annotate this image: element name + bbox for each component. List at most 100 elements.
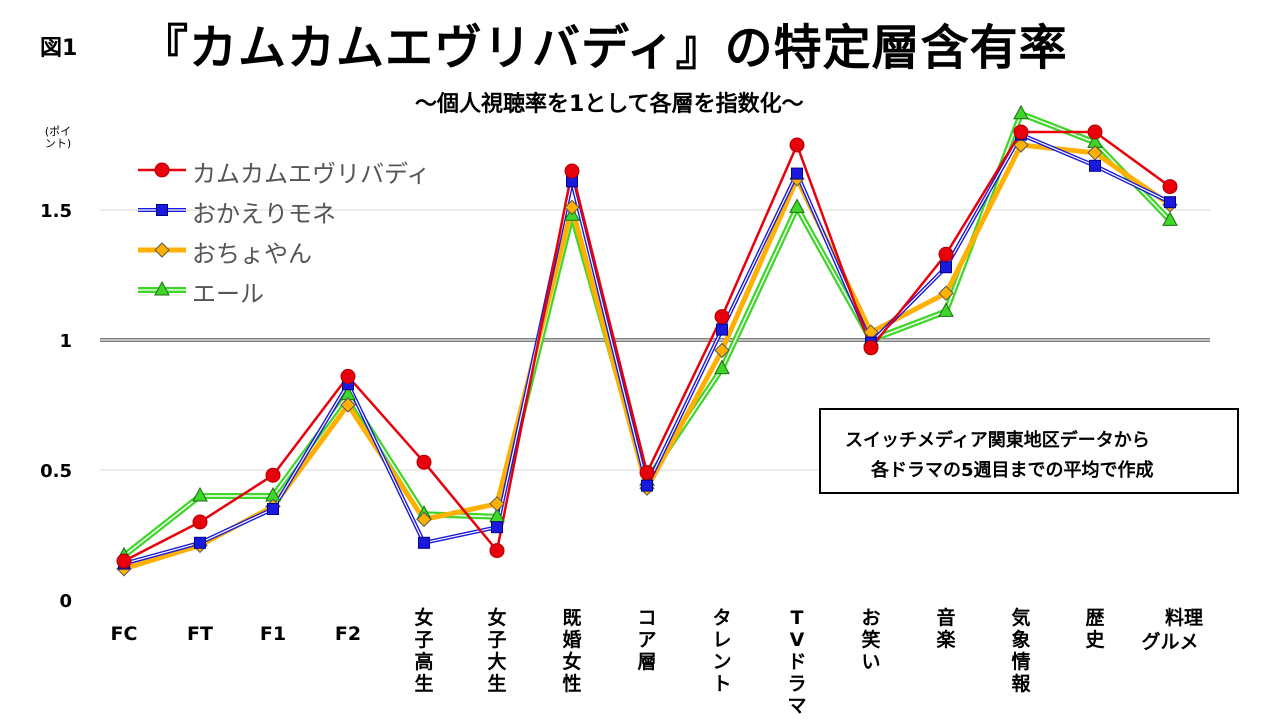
- series-0-point: [192, 514, 208, 530]
- series-0-point: [938, 246, 954, 262]
- legend-swatch: [138, 242, 186, 258]
- legend-swatch-marker: [154, 280, 170, 296]
- x-tick-label-char: 婚: [562, 628, 581, 651]
- series-0-point: [340, 368, 356, 384]
- x-tick-label-char: 女: [562, 650, 581, 673]
- x-tick-label-char: 性: [562, 672, 581, 695]
- series-0-point: [564, 163, 580, 179]
- series-0-point: [489, 543, 505, 559]
- x-tick-label-char: 女: [487, 606, 506, 629]
- x-tick-label-char: T: [791, 607, 804, 629]
- series-3-point: [714, 359, 730, 375]
- x-tick-label-char: 歴: [1085, 607, 1104, 629]
- figure-label: 図1: [40, 36, 78, 61]
- series-2-point: [1013, 137, 1029, 153]
- series-2-point: [938, 285, 954, 301]
- x-tick-label-char: マ: [787, 695, 806, 717]
- y-axis-unit-line1: (ポイ: [44, 125, 72, 138]
- source-note-line1: スイッチメディア関東地区データから: [845, 430, 1150, 451]
- y-tick-label: 1: [59, 331, 72, 352]
- x-tick-label-char: お: [861, 607, 880, 629]
- series-0-point: [1013, 124, 1029, 140]
- series-2-point: [416, 511, 432, 528]
- x-tick-label: F1: [260, 623, 286, 645]
- x-tick-label-char: ア: [637, 629, 656, 651]
- legend-swatch-marker: [154, 242, 170, 258]
- series-1-point: [491, 521, 503, 534]
- series-0-point: [863, 340, 879, 356]
- x-tick-label-char: 生: [487, 672, 506, 695]
- x-tick-label-char: ラ: [787, 673, 806, 695]
- series-0-point: [116, 553, 132, 569]
- series-0-point: [714, 309, 730, 325]
- series-3-point: [938, 302, 954, 317]
- x-tick-label-char: レ: [712, 629, 731, 651]
- source-note-line2: 各ドラマの5週目までの平均で作成: [871, 460, 1154, 481]
- series-0-point: [789, 137, 805, 153]
- x-tick-label-char: V: [790, 629, 805, 651]
- x-tick-label: F2: [335, 623, 361, 645]
- x-tick-label-char: ン: [712, 651, 731, 673]
- legend-swatch-marker: [154, 162, 170, 178]
- y-axis-unit: (ポイ ント): [36, 126, 80, 150]
- series-0-point: [416, 454, 432, 470]
- series-0-point: [639, 465, 655, 481]
- series-1-point: [791, 167, 803, 180]
- legend-label: カムカムエヴリバディ: [192, 160, 431, 188]
- x-tick-label-line: 料理: [1165, 606, 1203, 629]
- y-tick-label: 0: [59, 591, 72, 612]
- x-tick-label: 音楽: [936, 606, 956, 651]
- chart-subtitle: 〜個人視聴率を1として各層を指数化〜: [415, 92, 804, 117]
- x-tick-label-char: 気: [1011, 606, 1030, 629]
- x-tick-label-line: グルメ: [1141, 630, 1198, 653]
- x-tick-label-char: ド: [787, 651, 806, 673]
- x-tick-label-char: ト: [712, 673, 731, 695]
- legend-swatch-marker: [156, 204, 168, 216]
- x-tick-label-char: 楽: [936, 628, 956, 651]
- source-note: スイッチメディア関東地区データから 各ドラマの5週目までの平均で作成: [819, 408, 1239, 494]
- legend-label: エール: [192, 280, 264, 308]
- x-tick-label-char: タ: [712, 607, 731, 629]
- x-tick-label-char: 史: [1085, 629, 1105, 651]
- legend-swatch: [138, 280, 186, 296]
- x-tick-label-char: 子: [414, 629, 433, 651]
- series-3-point: [192, 486, 208, 502]
- x-tick-label-char: 高: [414, 650, 433, 673]
- x-tick-label-char: 既: [562, 607, 581, 629]
- series-0-point: [1087, 124, 1103, 140]
- x-tick-label: FC: [111, 623, 138, 645]
- y-tick-label: 0.5: [40, 461, 72, 482]
- y-tick-label: 1.5: [40, 201, 72, 222]
- x-tick-label-char: 生: [414, 672, 433, 695]
- series-0-point: [1162, 179, 1178, 195]
- x-tick-label: お笑い: [861, 607, 880, 673]
- legend-swatch: [138, 204, 186, 216]
- x-tick-label-char: コ: [637, 607, 656, 629]
- series-2-point: [714, 342, 730, 359]
- series-1-point: [940, 261, 952, 274]
- series-3-point: [789, 198, 805, 213]
- series-3-point: [1162, 211, 1178, 226]
- series-1-point: [267, 503, 279, 515]
- series-2-point: [340, 397, 356, 413]
- series-1-point: [1164, 196, 1176, 209]
- x-tick-label-line: FT: [187, 623, 213, 645]
- x-tick-label-char: 情: [1011, 650, 1030, 673]
- x-tick-label-char: 層: [637, 651, 656, 673]
- y-axis-unit-line2: ント): [44, 137, 72, 150]
- chart-title: 『カムカムエヴリバディ』の特定層含有率: [140, 20, 1068, 76]
- series-1-point: [1089, 159, 1101, 172]
- series-3-point: [1013, 104, 1029, 120]
- x-tick-label: FT: [187, 623, 213, 645]
- x-tick-label-char: 音: [936, 606, 955, 629]
- x-tick-label-char: 報: [1011, 672, 1031, 695]
- legend-label: おかえりモネ: [192, 200, 336, 228]
- series-2-point: [564, 199, 580, 216]
